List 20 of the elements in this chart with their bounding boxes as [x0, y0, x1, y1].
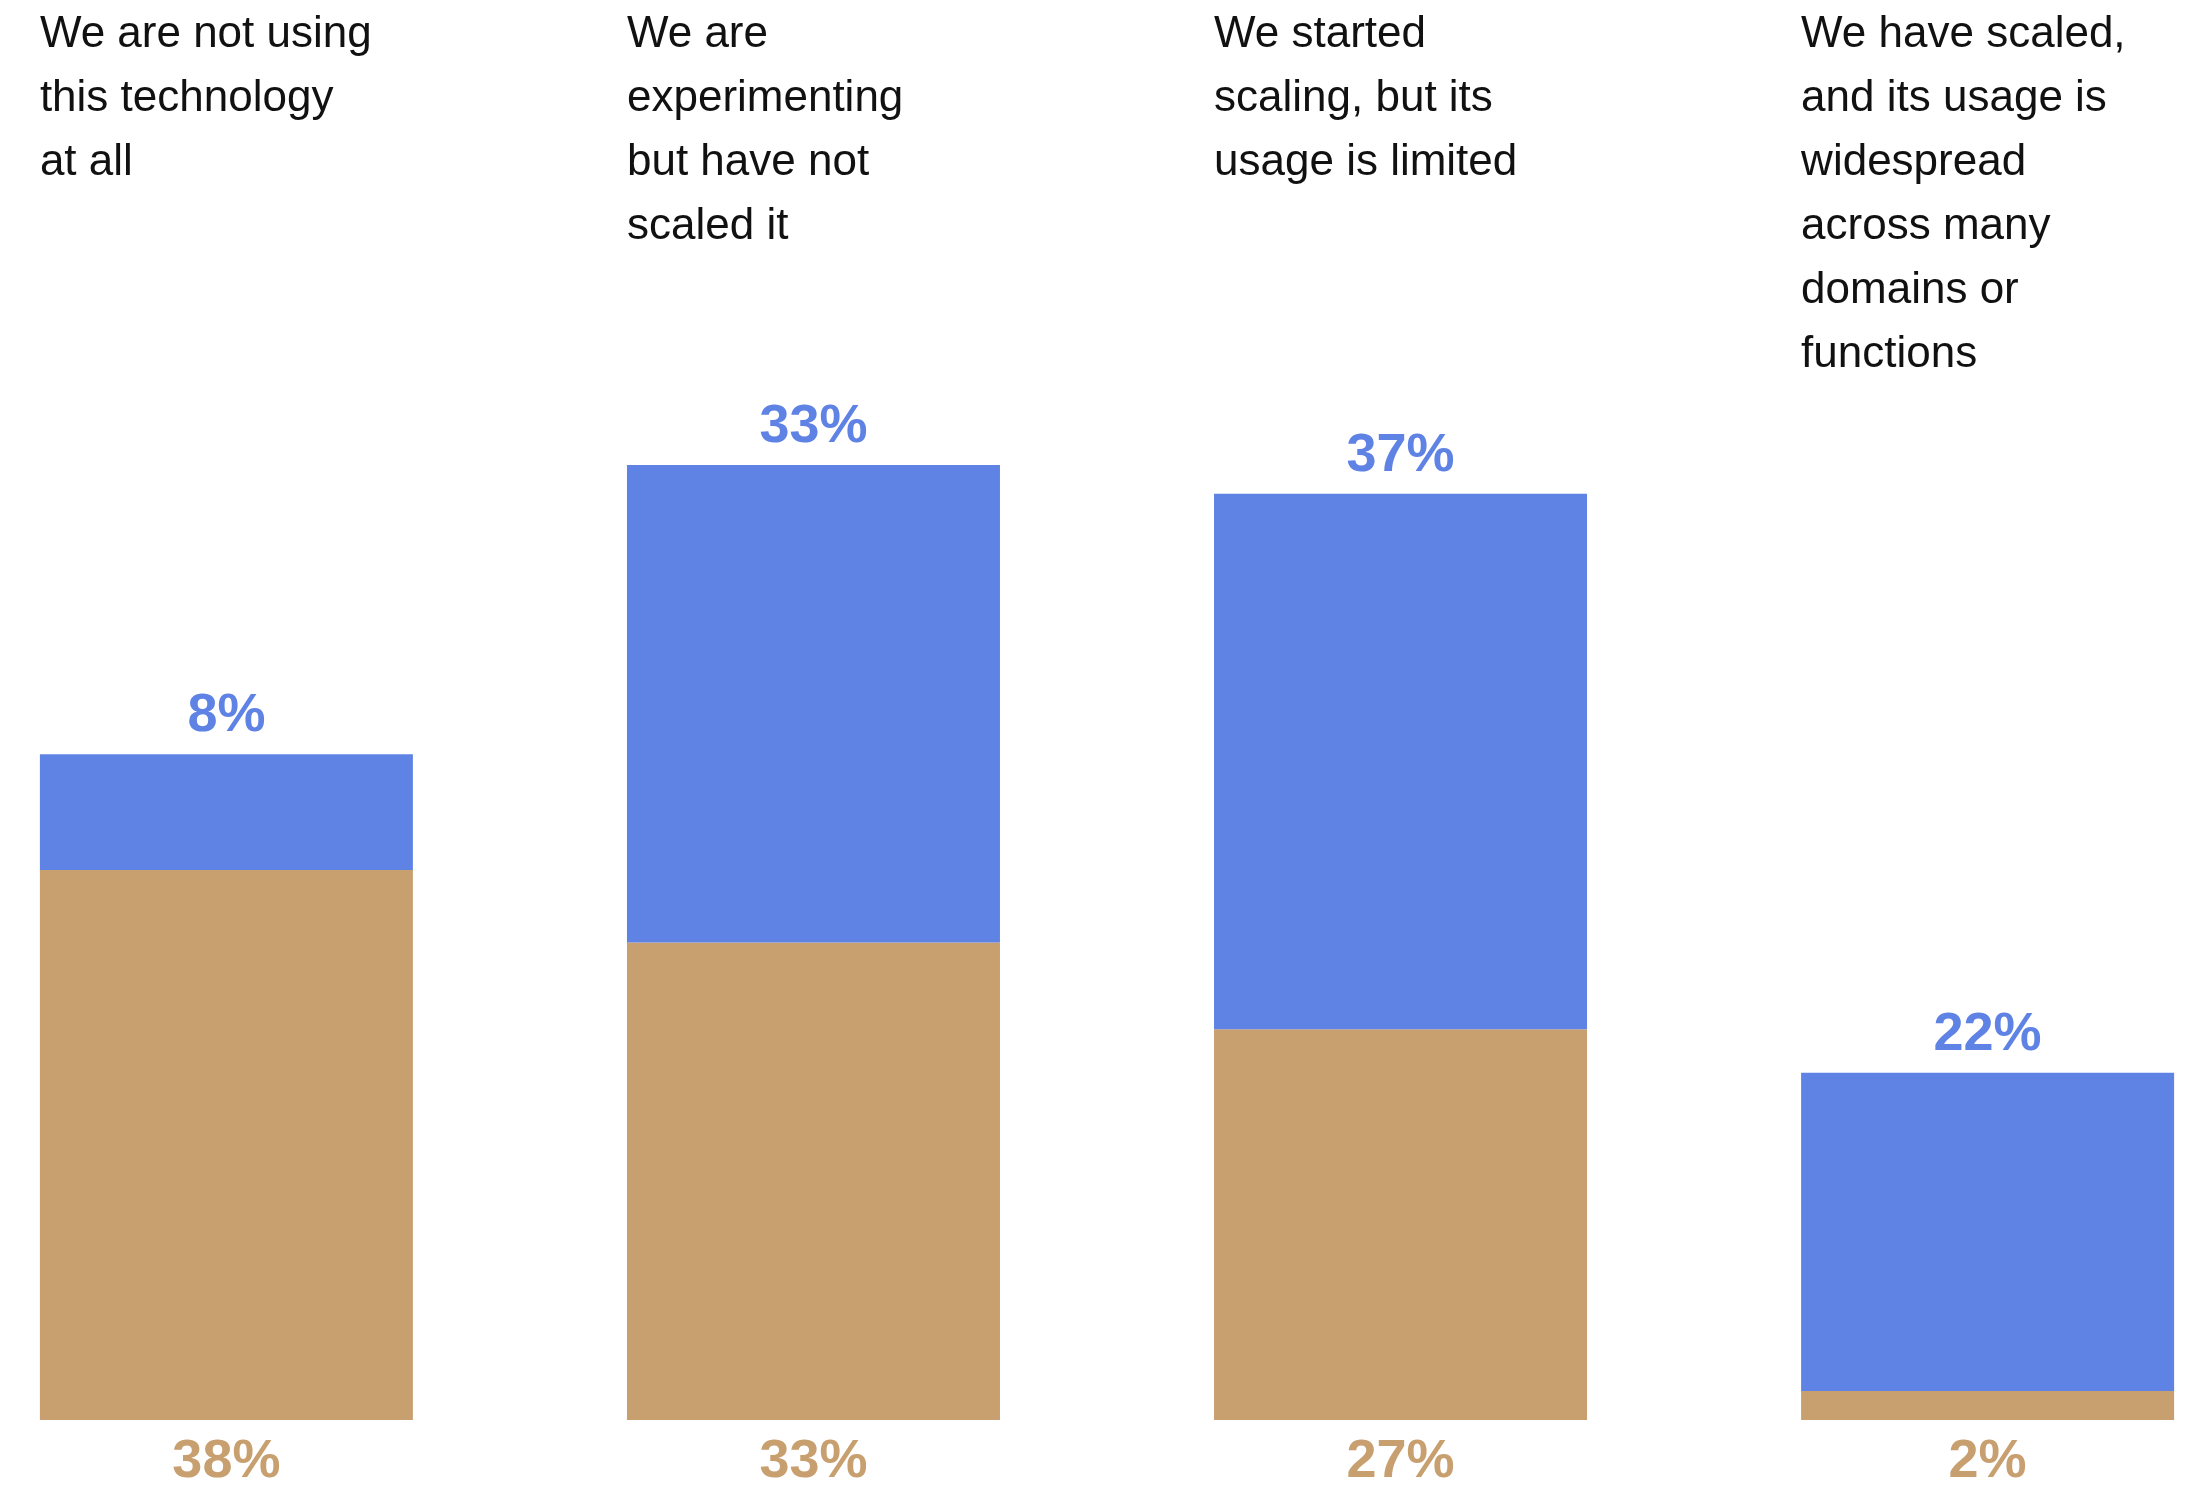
data-label: 2%: [1948, 1428, 2027, 1488]
data-label: 37%: [1346, 421, 1455, 482]
x-tick-label: We have scaled, and its usage is widespread across many domains or functions: [1800, 7, 2126, 376]
data-label: 27%: [1346, 1428, 1455, 1488]
bar: [1214, 1029, 1588, 1420]
data-label: 33%: [759, 1428, 868, 1488]
bar: [39, 870, 413, 1420]
x-tick-label: We are experimenting but have not scaled it: [626, 7, 904, 248]
x-tick-label: We are not using this technology at all: [39, 7, 372, 184]
bar: [1801, 1391, 2175, 1420]
bar: [1801, 1072, 2175, 1392]
bar: [626, 464, 1000, 943]
data-label: 8%: [187, 682, 266, 743]
bar: [626, 942, 1000, 1420]
data-label: 33%: [759, 392, 868, 453]
x-tick-label: We started scaling, but its usage is limited: [1214, 7, 1518, 184]
bar: [1214, 493, 1588, 1030]
data-label: 38%: [172, 1428, 281, 1488]
data-label: 22%: [1933, 1000, 2042, 1061]
bar: [39, 754, 413, 871]
